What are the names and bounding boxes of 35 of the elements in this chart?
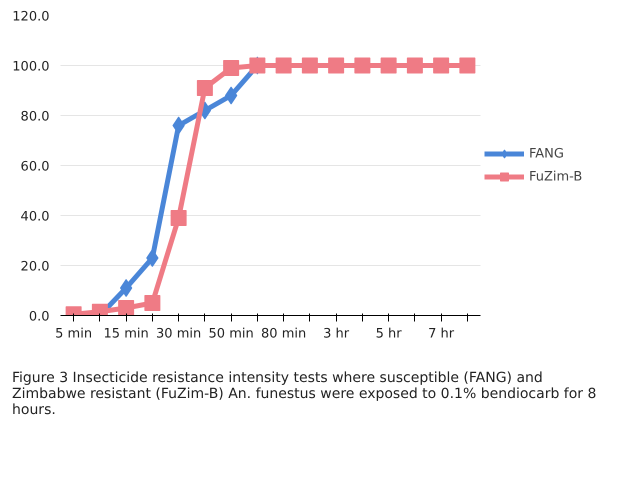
point [380,58,397,74]
x-tick-label: 30 min [156,326,202,342]
caption: Figure 3 Insecticide resistance intensity tests where susceptible (FANG) and Zimbabwe resistant (FuZim-B) An. funestus were exposed to 0.1% bendiocarb for 8 hours. [12,370,598,418]
point [354,58,370,74]
point [118,300,134,316]
x-tick-label: 5 min [55,326,92,342]
point [196,80,213,96]
point [328,58,344,74]
y-tick-label: 100.0 [12,60,50,74]
x-tick-label: 15 min [104,326,149,342]
point [224,86,238,104]
y-tick-label: 40.0 [20,210,50,224]
point [146,249,159,267]
y-tick-label: 0.0 [28,310,50,324]
point [302,58,318,74]
x-tick-label: 7 hr [428,326,455,342]
y-tick-label: 20.0 [20,260,50,274]
point [144,295,160,311]
x-tick-label: 50 min [208,326,254,342]
point [276,58,292,74]
x-tick-label: 80 min [261,326,306,342]
point [223,60,240,76]
point [459,58,476,74]
point [170,210,187,226]
point [172,116,185,134]
point [406,58,423,74]
point [120,279,132,297]
x-tick-label: 3 hr [323,326,350,342]
legend-label: FuZim-B [529,169,582,184]
y-tick-label: 60.0 [20,160,50,174]
y-tick-label: 80.0 [20,110,50,124]
legend-label: FANG [529,146,564,161]
y-tick-label: 120.0 [12,10,50,24]
x-tick-label: 5 hr [376,326,402,342]
point [433,58,450,74]
